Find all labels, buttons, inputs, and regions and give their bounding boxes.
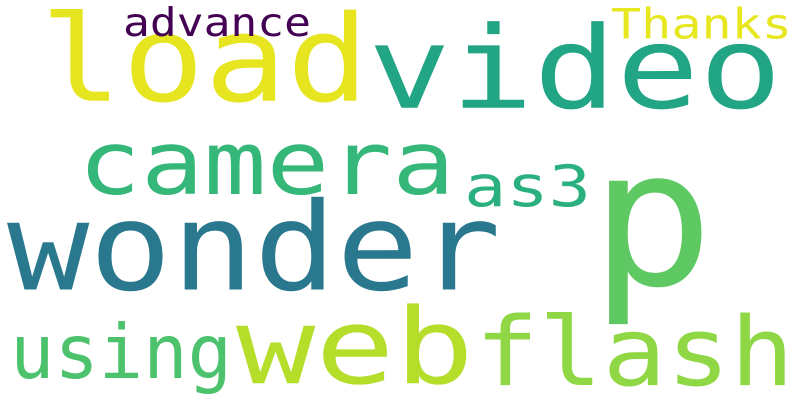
word-flash: flash [475,296,794,400]
word-video: video [368,1,782,136]
word-load: load [40,0,369,130]
word-camera: camera [78,112,455,216]
word-advance: advance [123,0,311,46]
word-as3: as3 [464,152,591,220]
word-using: using [10,308,232,396]
word-web: web [236,285,474,400]
word-thanks: Thanks [611,0,792,49]
word-wonder: wonder [7,176,501,319]
word-p: p [590,107,714,331]
